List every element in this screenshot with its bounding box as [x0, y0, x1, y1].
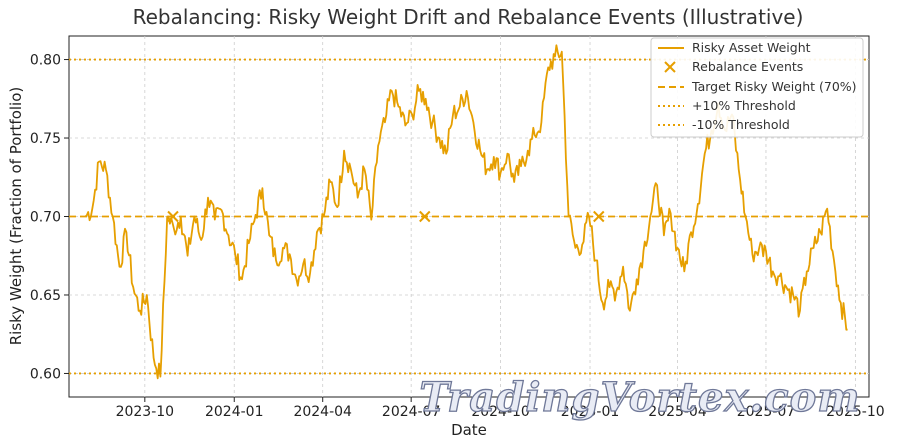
y-tick-label: 0.65: [30, 288, 61, 304]
legend-label-lower: -10% Threshold: [692, 117, 790, 132]
x-tick-label: 2024-10: [471, 404, 530, 420]
x-axis: 2023-10 2024-01 2024-04 2024-07 2024-10 2025-…: [116, 397, 885, 420]
x-tick-label: 2024-04: [293, 404, 352, 420]
chart-title: Rebalancing: Risky Weight Drift and Reba…: [133, 5, 804, 29]
x-axis-label: Date: [451, 421, 487, 439]
x-tick-label: 2025-10: [826, 404, 885, 420]
legend-label-weight: Risky Asset Weight: [692, 40, 811, 55]
y-tick-label: 0.75: [30, 131, 61, 147]
x-tick-label: 2024-07: [382, 404, 441, 420]
y-tick-label: 0.70: [30, 210, 61, 226]
legend-label-upper: +10% Threshold: [692, 98, 796, 113]
legend-x-swatch: [664, 61, 676, 73]
legend-label-target: Target Risky Weight (70%): [691, 79, 857, 94]
legend-box: [650, 37, 864, 138]
y-tick-label: 0.80: [30, 53, 61, 69]
rebalance-marker: [593, 210, 605, 223]
x-tick-label: 2025-04: [648, 404, 707, 420]
y-tick-label: 0.60: [30, 366, 61, 382]
rebalance-markers: [167, 210, 605, 223]
x-tick-label: 2024-01: [205, 404, 264, 420]
rebalance-marker: [419, 210, 431, 223]
watermark-logo: TradingVortex.com: [419, 374, 860, 421]
legend-label-rebalance: Rebalance Events: [692, 59, 803, 74]
legend: Risky Asset Weight Rebalance Events Targ…: [650, 37, 864, 138]
x-tick-label: 2023-10: [116, 404, 175, 420]
x-tick-label: 2025-01: [561, 404, 620, 420]
y-axis: 0.60 0.65 0.70 0.75 0.80: [30, 53, 69, 382]
x-tick-label: 2025-07: [737, 404, 796, 420]
rebalance-marker: [167, 210, 179, 223]
y-axis-label: Risky Weight (Fraction of Portfolio): [7, 87, 25, 346]
